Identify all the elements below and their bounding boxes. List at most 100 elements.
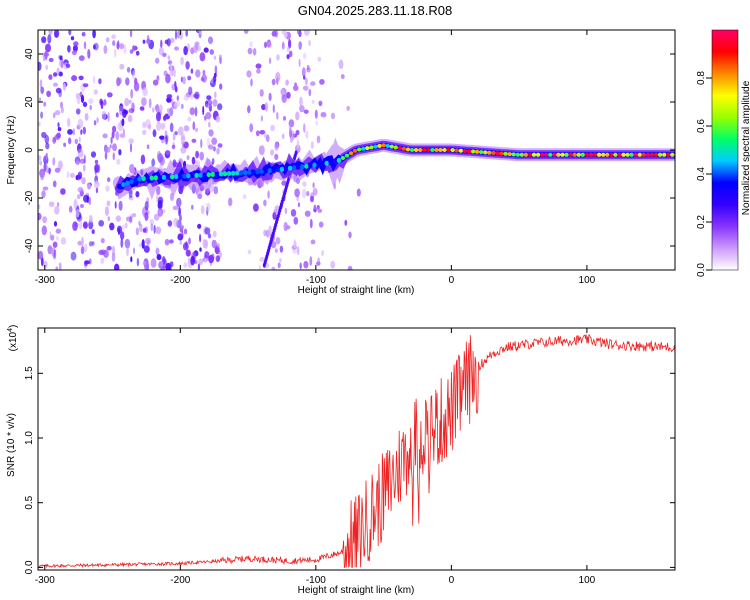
noise-blob <box>112 152 116 161</box>
noise-blob <box>129 49 134 54</box>
noise-blob <box>79 221 83 230</box>
noise-blob <box>217 103 223 111</box>
noise-blob <box>145 237 151 245</box>
noise-blob <box>146 35 150 42</box>
noise-blob <box>67 117 71 128</box>
noise-blob <box>112 40 116 47</box>
noise-blob <box>67 129 73 135</box>
ridge-cell <box>328 160 333 166</box>
ridge-cell <box>426 148 431 152</box>
noise-blob <box>304 210 311 217</box>
noise-blob <box>290 209 297 217</box>
noise-blob <box>95 187 98 194</box>
noise-blob <box>128 99 132 104</box>
noise-blob <box>285 79 289 86</box>
ridge-cell <box>149 175 154 181</box>
noise-blob <box>292 249 298 254</box>
ridge-cell <box>222 171 228 177</box>
ridge-cell <box>361 146 366 151</box>
x-tick-label: -300 <box>35 275 55 286</box>
noise-blob <box>159 104 163 112</box>
streak-blob <box>294 150 298 156</box>
ridge-cell <box>552 152 557 157</box>
noise-blob <box>182 242 189 251</box>
noise-blob <box>213 72 217 78</box>
noise-blob <box>38 97 42 103</box>
noise-blob <box>138 220 141 226</box>
ridge-cell <box>617 152 622 157</box>
ridge-cell <box>576 152 581 157</box>
noise-blob <box>317 257 320 266</box>
noise-blob <box>249 41 253 48</box>
ridge-cell <box>174 174 179 180</box>
noise-blob <box>259 89 264 97</box>
noise-blob <box>55 236 59 241</box>
noise-blob <box>148 124 152 130</box>
ridge-cell <box>544 152 549 157</box>
noise-blob <box>216 147 220 155</box>
noise-blob <box>45 64 49 71</box>
spectrogram-y-axis: -40 -20 0 20 40 <box>24 48 675 253</box>
colorbar-tick-label: 0.2 <box>696 215 707 229</box>
y-tick-label: -20 <box>24 190 35 205</box>
noise-blob <box>170 62 173 73</box>
noise-blob <box>114 201 117 209</box>
noise-blob <box>111 34 116 40</box>
noise-blob <box>264 102 268 112</box>
noise-blob <box>100 100 104 110</box>
noise-blob <box>88 220 94 230</box>
noise-blob <box>52 241 58 248</box>
ridge-cell <box>503 151 508 156</box>
noise-blob <box>174 131 178 136</box>
noise-blob <box>48 74 53 80</box>
ridge-cell <box>263 168 268 174</box>
ridge-cell <box>556 152 561 157</box>
noise-blob <box>46 90 51 98</box>
noise-blob <box>162 52 167 58</box>
noise-blob <box>295 111 300 121</box>
noise-blob <box>62 82 66 91</box>
noise-blob <box>281 94 287 104</box>
noise-blob <box>131 102 135 112</box>
noise-blob <box>270 124 275 132</box>
ridge-cell <box>560 152 565 157</box>
noise-blob <box>55 266 59 270</box>
noise-blob <box>291 130 295 141</box>
noise-blob <box>242 194 247 200</box>
x-tick-label: 100 <box>579 575 596 586</box>
noise-blob <box>316 135 321 144</box>
ridge-cell <box>474 149 480 154</box>
ridge-cell <box>283 166 289 172</box>
noise-blob <box>301 67 306 77</box>
noise-blob <box>93 89 98 95</box>
ridge-cell <box>271 167 276 173</box>
noise-blob <box>178 126 184 136</box>
noise-blob <box>152 107 155 113</box>
noise-blob <box>38 204 41 210</box>
noise-blob <box>171 144 176 150</box>
noise-blob <box>288 125 292 130</box>
noise-blob <box>269 57 272 64</box>
noise-blob <box>187 116 192 122</box>
noise-blob <box>81 236 84 247</box>
ridge-cell <box>413 148 419 152</box>
noise-blob <box>57 202 60 207</box>
noise-blob <box>132 69 136 80</box>
noise-blob <box>40 86 45 95</box>
noise-blob <box>68 137 72 145</box>
noise-blob <box>199 151 204 161</box>
noise-blob <box>208 254 215 264</box>
noise-blob <box>151 158 156 167</box>
noise-blob <box>288 119 295 128</box>
snr-y-label: SNR (10 * v/v) <box>6 413 17 477</box>
noise-blob <box>40 170 45 181</box>
noise-blob <box>125 216 132 222</box>
noise-blob <box>271 30 277 37</box>
ridge-cell <box>605 152 610 157</box>
noise-blob <box>155 57 160 64</box>
noise-blob <box>267 190 270 199</box>
noise-blob <box>122 108 127 119</box>
noise-blob <box>157 196 164 205</box>
noise-blob <box>94 180 100 189</box>
